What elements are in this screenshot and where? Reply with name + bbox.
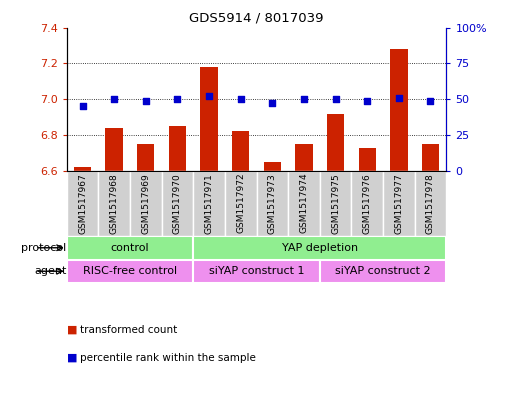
Text: GSM1517973: GSM1517973 — [268, 173, 277, 233]
Text: GSM1517975: GSM1517975 — [331, 173, 340, 233]
Point — [78, 103, 87, 110]
Bar — [288, 171, 320, 236]
Bar — [383, 171, 415, 236]
Text: GSM1517967: GSM1517967 — [78, 173, 87, 233]
Text: YAP depletion: YAP depletion — [282, 243, 358, 253]
Bar — [415, 171, 446, 236]
Bar — [106, 128, 123, 171]
Bar — [67, 236, 193, 259]
Bar — [264, 162, 281, 171]
Text: GSM1517972: GSM1517972 — [236, 173, 245, 233]
Bar — [351, 171, 383, 236]
Text: GSM1517976: GSM1517976 — [363, 173, 372, 233]
Text: RISC-free control: RISC-free control — [83, 266, 177, 276]
Text: GSM1517969: GSM1517969 — [141, 173, 150, 233]
Bar — [201, 67, 218, 171]
Bar — [193, 259, 320, 283]
Bar — [359, 148, 376, 171]
Title: GDS5914 / 8017039: GDS5914 / 8017039 — [189, 12, 324, 25]
Text: GSM1517978: GSM1517978 — [426, 173, 435, 233]
Text: ■: ■ — [67, 353, 77, 363]
Text: GSM1517968: GSM1517968 — [110, 173, 119, 233]
Point — [394, 95, 403, 101]
Bar — [193, 171, 225, 236]
Point — [142, 97, 150, 104]
Bar — [295, 144, 312, 171]
Bar — [256, 171, 288, 236]
Text: percentile rank within the sample: percentile rank within the sample — [80, 353, 255, 363]
Bar — [169, 126, 186, 171]
Bar — [320, 171, 351, 236]
Point — [300, 96, 308, 102]
Text: GSM1517977: GSM1517977 — [394, 173, 403, 233]
Point — [205, 93, 213, 99]
Bar — [74, 167, 91, 171]
Point — [173, 96, 182, 102]
Point — [363, 97, 371, 104]
Bar — [327, 114, 344, 171]
Text: siYAP construct 2: siYAP construct 2 — [335, 266, 431, 276]
Text: ■: ■ — [67, 325, 77, 335]
Bar — [67, 171, 98, 236]
Bar — [98, 171, 130, 236]
Bar — [193, 236, 446, 259]
Text: siYAP construct 1: siYAP construct 1 — [209, 266, 304, 276]
Text: protocol: protocol — [22, 243, 67, 253]
Point — [268, 100, 277, 107]
Text: GSM1517971: GSM1517971 — [205, 173, 213, 233]
Point — [236, 96, 245, 102]
Bar — [130, 171, 162, 236]
Bar — [390, 49, 407, 171]
Bar — [232, 131, 249, 171]
Bar — [162, 171, 193, 236]
Text: agent: agent — [34, 266, 67, 276]
Text: transformed count: transformed count — [80, 325, 177, 335]
Point — [426, 97, 435, 104]
Bar — [137, 144, 154, 171]
Bar — [67, 259, 193, 283]
Point — [110, 96, 118, 102]
Bar — [225, 171, 256, 236]
Point — [331, 96, 340, 102]
Text: control: control — [111, 243, 149, 253]
Bar — [422, 144, 439, 171]
Text: GSM1517970: GSM1517970 — [173, 173, 182, 233]
Bar — [320, 259, 446, 283]
Text: GSM1517974: GSM1517974 — [300, 173, 308, 233]
